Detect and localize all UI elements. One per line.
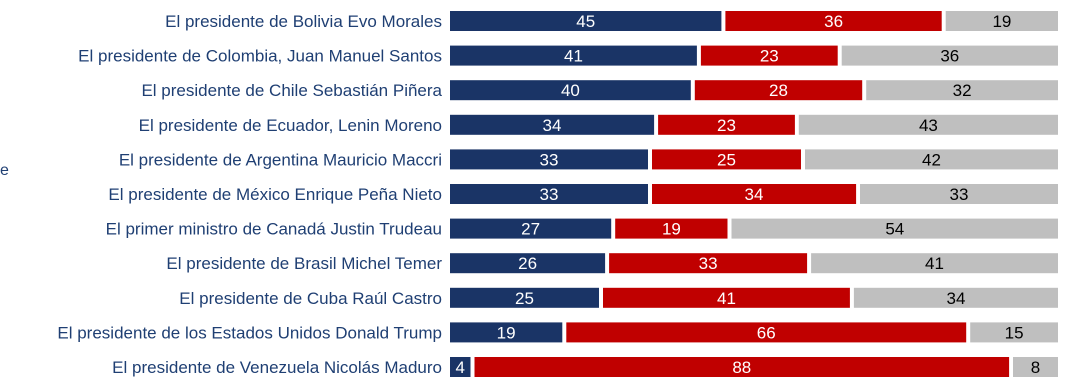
bar-segment-series-1: [450, 218, 612, 239]
category-label: El presidente de México Enrique Peña Nie…: [108, 185, 442, 204]
bar-segment-series-2: [474, 357, 1010, 377]
data-label: 23: [717, 116, 736, 135]
data-label: 23: [760, 47, 779, 66]
bar-segment-series-3: [731, 218, 1058, 239]
bar-segment-series-2: [566, 322, 967, 343]
bar-segment-series-1: [450, 149, 648, 170]
bar-segment-series-3: [853, 287, 1058, 308]
category-label: El presidente de Bolivia Evo Morales: [165, 12, 442, 31]
data-label: 34: [745, 185, 764, 204]
data-label: 88: [732, 358, 751, 377]
bar-segment-series-3: [860, 184, 1058, 204]
bar-segment-series-1: [450, 322, 563, 343]
bar-segment-series-3: [970, 322, 1058, 343]
data-label: 40: [561, 81, 580, 100]
category-label: El presidente de Cuba Raúl Castro: [179, 289, 442, 308]
data-label: 43: [919, 116, 938, 135]
bar-segment-series-3: [945, 11, 1058, 31]
data-label: 41: [925, 254, 944, 273]
bar-segment-series-1: [450, 11, 722, 31]
data-label: 33: [699, 254, 718, 273]
bar-segment-series-2: [609, 253, 808, 274]
data-label: 15: [1005, 323, 1024, 342]
bar-segment-series-2: [694, 80, 863, 101]
data-label: 4: [455, 358, 464, 377]
bar-segment-series-1: [450, 114, 655, 135]
bar-segment-series-1: [450, 253, 606, 274]
bar-segment-series-3: [841, 45, 1058, 66]
data-label: 26: [518, 254, 537, 273]
data-label: 45: [576, 12, 595, 31]
category-label: El presidente de Argentina Mauricio Macc…: [119, 150, 442, 169]
category-label: El presidente de Colombia, Juan Manuel S…: [78, 47, 442, 66]
bar-segment-series-2: [700, 45, 838, 66]
bar-segment-series-3: [805, 149, 1058, 170]
data-label: 25: [515, 289, 534, 308]
bar-segment-series-1: [450, 357, 471, 377]
category-label: El presidente de Brasil Michel Temer: [166, 254, 442, 273]
data-label: 19: [497, 323, 516, 342]
bar-segment-series-2: [652, 149, 801, 170]
bar-segment-series-2: [725, 11, 942, 31]
bar-segment-series-3: [1013, 357, 1058, 377]
data-label: 34: [543, 116, 562, 135]
data-label: 27: [521, 220, 540, 239]
data-label: 36: [940, 47, 959, 66]
data-label: 25: [717, 150, 736, 169]
bar-segment-series-3: [798, 114, 1058, 135]
data-label: 33: [950, 185, 969, 204]
bar-segment-series-2: [658, 114, 795, 135]
data-label: 66: [757, 323, 776, 342]
bar-segment-series-3: [811, 253, 1058, 274]
bar-segment-series-1: [450, 80, 691, 101]
data-label: 19: [662, 220, 681, 239]
data-label: 19: [992, 12, 1011, 31]
data-label: 42: [922, 150, 941, 169]
data-label: 34: [947, 289, 966, 308]
bar-segment-series-1: [450, 184, 648, 204]
data-label: 32: [953, 81, 972, 100]
data-label: 41: [717, 289, 736, 308]
bar-segment-series-1: [450, 45, 697, 66]
data-label: 54: [885, 220, 904, 239]
bar-segment-series-2: [603, 287, 850, 308]
bar-segment-series-1: [450, 287, 599, 308]
bar-segment-series-3: [866, 80, 1058, 101]
data-label: 36: [824, 12, 843, 31]
data-label: 33: [540, 150, 559, 169]
category-label: El presidente de Chile Sebastián Piñera: [141, 81, 442, 100]
data-label: 8: [1031, 358, 1040, 377]
data-label: 28: [769, 81, 788, 100]
category-label: El presidente de los Estados Unidos Dona…: [57, 323, 442, 342]
category-label: El presidente de Ecuador, Lenin Moreno: [139, 116, 442, 135]
bar-segment-series-2: [652, 184, 857, 204]
category-label: El primer ministro de Canadá Justin Trud…: [106, 220, 442, 239]
bar-segment-series-2: [615, 218, 728, 239]
category-label: El presidente de Venezuela Nicolás Madur…: [112, 358, 442, 377]
data-label: 33: [540, 185, 559, 204]
truncated-axis-label-fragment: e: [0, 162, 9, 179]
data-label: 41: [564, 47, 583, 66]
